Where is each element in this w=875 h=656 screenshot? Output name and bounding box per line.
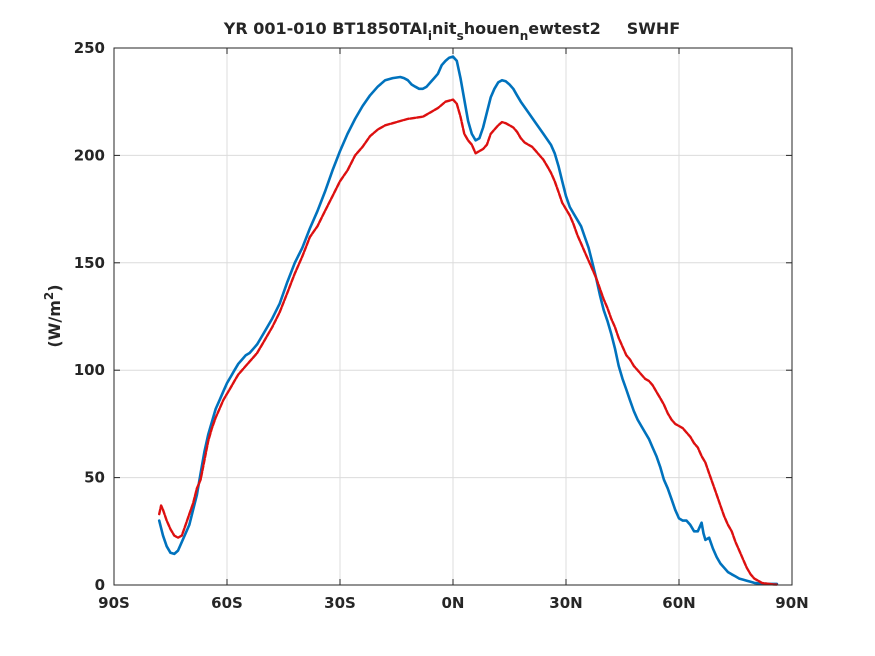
x-tick-label: 60S — [211, 594, 243, 612]
y-tick-label: 200 — [74, 146, 105, 164]
y-tick-label: 250 — [74, 39, 105, 57]
series-line-2 — [158, 98, 779, 586]
y-tick-label: 0 — [95, 576, 105, 594]
axis-ticks — [113, 47, 793, 586]
y-tick-label: 150 — [74, 254, 105, 272]
series-layer — [157, 55, 779, 586]
x-tick-label: 30N — [549, 594, 582, 612]
x-tick-label: 60N — [662, 594, 695, 612]
grid-lines — [114, 48, 792, 585]
x-tick-label: 0N — [442, 594, 465, 612]
chart-title: YR 001-010 BT1850TAIinitshouennewtest2 SW… — [223, 19, 680, 43]
x-tick-label: 30S — [324, 594, 356, 612]
x-tick-label: 90N — [775, 594, 808, 612]
x-tick-label: 90S — [98, 594, 130, 612]
y-tick-label: 50 — [84, 469, 105, 487]
x-tick-labels: 90S 60S 30S 0N 30N 60N 90N — [98, 594, 809, 612]
series-line-1 — [157, 55, 779, 586]
y-tick-labels: 0 50 100 150 200 250 — [74, 39, 105, 594]
y-tick-label: 100 — [74, 361, 105, 379]
y-axis-label: (W/m2) — [42, 284, 64, 347]
